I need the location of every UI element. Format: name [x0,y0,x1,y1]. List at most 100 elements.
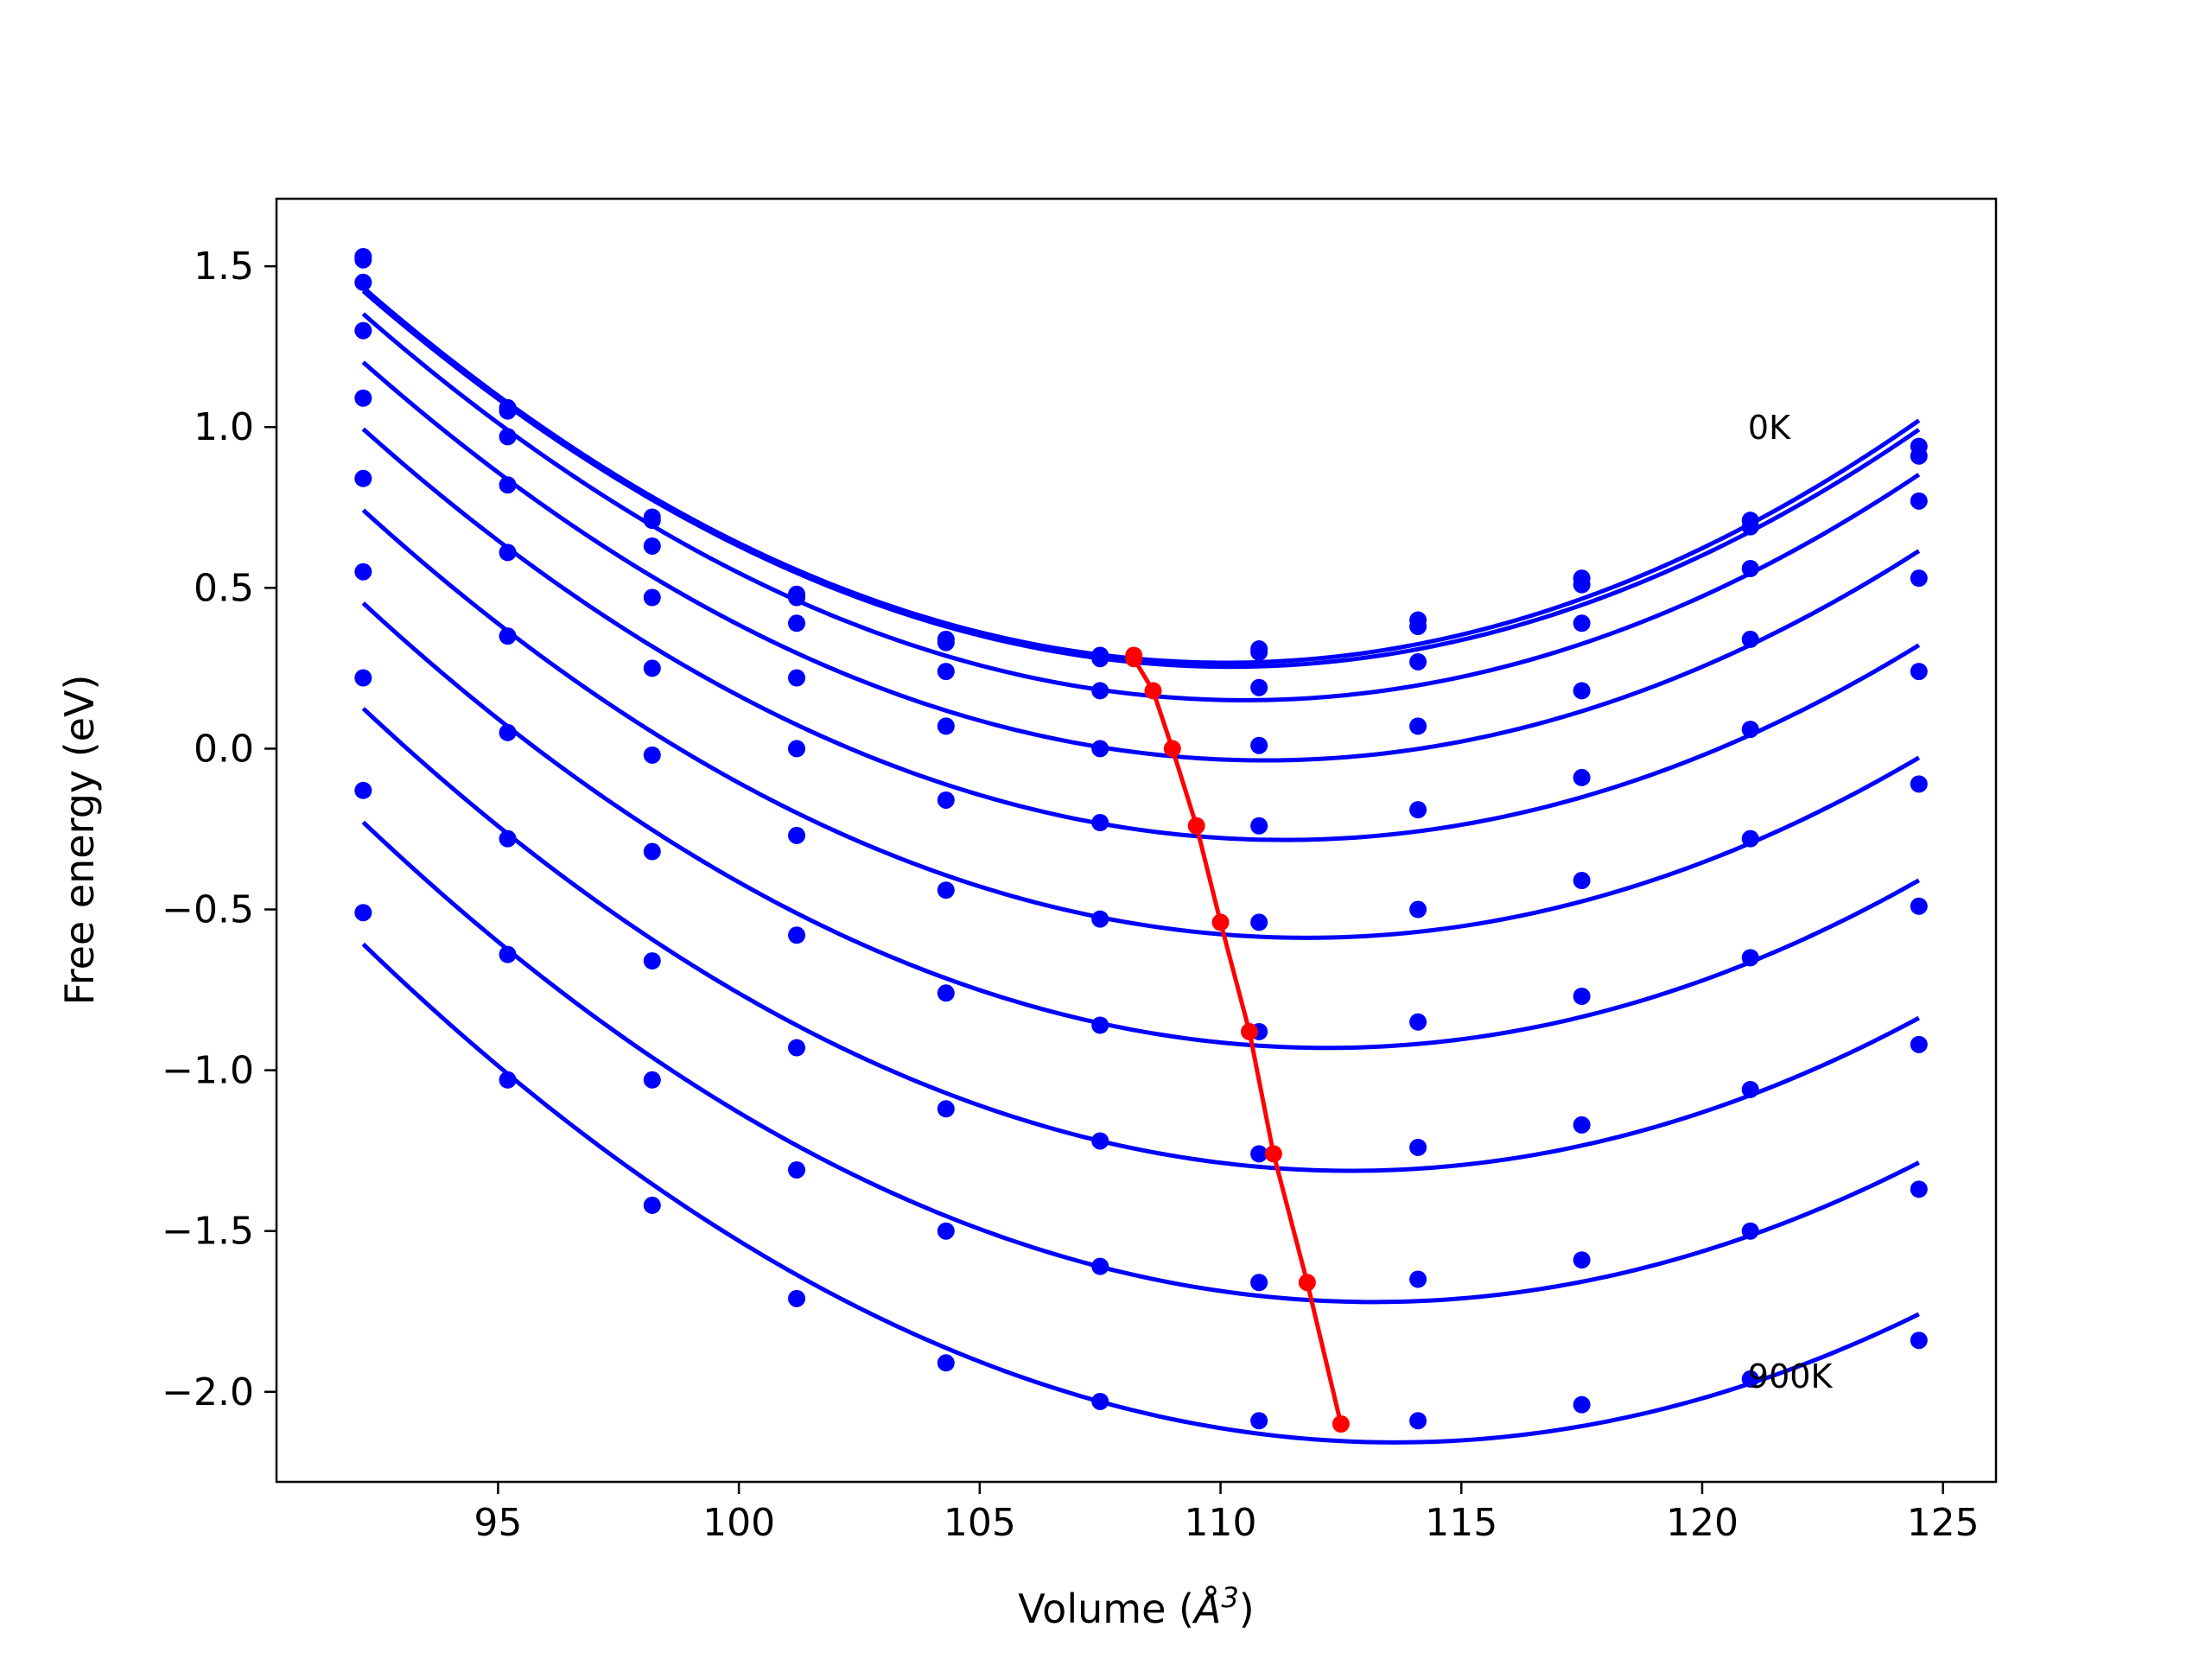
data-point [1409,652,1427,671]
series-700K [354,669,1928,1173]
min-point [1144,682,1162,700]
series-400K [354,389,1928,842]
min-line-path [1131,655,1344,1425]
data-point [1910,447,1928,465]
data-point [937,791,955,809]
y-tick-label: 1.0 [194,405,254,449]
series-line [361,508,1921,940]
data-point [1573,614,1591,632]
data-point [1573,575,1591,594]
data-point [1910,775,1928,793]
data-point [788,1039,806,1057]
series-300K [354,321,1928,763]
data-point [1409,717,1427,735]
data-point [1091,682,1109,700]
x-tick-label: 100 [702,1501,775,1545]
y-axis-ticks: 1.5 1.0 0.5 0.0 −0.5 −1.0 −1.5 −2.0 [162,245,276,1414]
min-point [1187,817,1205,835]
data-point [499,402,517,420]
data-point [1409,900,1427,918]
series-line [361,942,1920,1445]
data-point [937,717,955,735]
data-point [1741,830,1759,848]
x-axis-label: Volume (Å3) [1018,1581,1254,1632]
data-point [788,926,806,944]
data-point [1409,1270,1427,1288]
data-point [1091,910,1109,928]
series-line [361,360,1921,763]
data-point [499,1071,517,1089]
data-point [1409,1138,1427,1156]
series-line [361,707,1920,1173]
data-point [937,663,955,681]
min-point [1211,913,1230,931]
data-point [643,1196,661,1214]
data-point [354,669,372,687]
data-point [1250,1145,1268,1163]
data-point [354,273,372,291]
x-tick-label: 125 [1907,1501,1980,1545]
data-point [1741,949,1759,967]
data-point [1091,1016,1109,1034]
y-tick-label: 1.5 [194,245,254,289]
series-line [361,427,1921,842]
data-point [499,723,517,741]
data-point [1573,1251,1591,1269]
data-point [788,669,806,687]
data-point [1741,721,1759,739]
x-tick-label: 110 [1185,1501,1257,1545]
y-tick-label: −0.5 [162,888,254,932]
data-point [937,1100,955,1118]
data-point [788,826,806,844]
data-point [1910,492,1928,510]
min-point [1240,1022,1258,1040]
series-200K [354,273,1928,702]
x-tick-label: 105 [944,1501,1016,1545]
data-point [643,659,661,677]
energy-curves [354,247,1928,1445]
data-point [1409,618,1427,635]
data-point [1250,643,1268,661]
data-point [499,830,517,848]
data-point [354,389,372,407]
y-tick-label: 0.5 [194,566,254,610]
y-tick-label: −1.5 [162,1210,254,1254]
data-point [1741,630,1759,648]
min-point [1264,1145,1282,1163]
data-point [1573,768,1591,786]
annotation-0k: 0K [1748,409,1791,447]
data-point [1910,1180,1928,1198]
data-point [643,842,661,861]
minimum-energy-line [1125,646,1350,1433]
annotation-900k: 900K [1748,1357,1834,1395]
data-point [499,476,517,494]
data-point [1409,1013,1427,1031]
data-point [354,781,372,799]
data-point [1091,1132,1109,1150]
data-point [643,746,661,764]
data-point [788,614,806,632]
data-point [1910,1332,1928,1350]
data-point [1910,1035,1928,1053]
min-point [1298,1274,1316,1292]
data-point [643,588,661,607]
series-line [361,820,1920,1305]
data-point [1250,817,1268,835]
data-point [937,1354,955,1372]
data-point [937,881,955,899]
data-point [643,1071,661,1089]
min-point [1332,1415,1350,1433]
x-tick-label: 115 [1425,1501,1497,1545]
data-point [499,627,517,645]
data-point [1741,560,1759,578]
data-point [1741,1080,1759,1098]
x-tick-label: 95 [474,1501,522,1545]
data-point [1409,1412,1427,1430]
min-point [1163,740,1181,758]
data-point [788,740,806,758]
data-point [354,563,372,581]
data-point [1091,1392,1109,1410]
y-axis-label: Free energy (eV) [56,675,103,1006]
data-point [1091,814,1109,832]
series-500K [354,469,1928,940]
